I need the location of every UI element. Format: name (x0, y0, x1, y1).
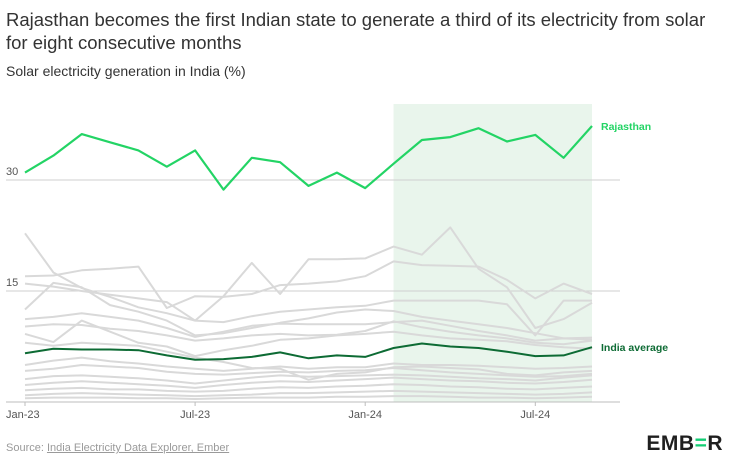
series-line-other-13 (24, 376, 593, 389)
y-tick-label: 30 (6, 166, 18, 178)
series-line-other-11 (24, 364, 593, 378)
series-line-other-7 (24, 320, 593, 346)
x-tick-label: Jul-24 (520, 409, 550, 421)
source-prefix: Source: (6, 442, 47, 454)
logo-text-right: R (707, 432, 723, 455)
series-line-other-14 (24, 383, 593, 393)
series-line-india-average (24, 342, 593, 361)
source-note: Source: India Electricity Data Explorer,… (6, 442, 229, 454)
x-tick-label: Jul-23 (180, 409, 210, 421)
source-link[interactable]: India Electricity Data Explorer, Ember (46, 442, 230, 454)
logo-text-left: EMB (646, 432, 695, 455)
series-line-other-15 (24, 389, 593, 398)
chart-title: Rajasthan becomes the first Indian state… (6, 9, 706, 53)
series-line-other-4 (24, 226, 593, 329)
series-label-india-average: India average (601, 342, 668, 354)
series-labels: Rajasthan India average (601, 121, 668, 354)
logo-text-bar: = (694, 432, 708, 455)
series-line-other-6 (24, 312, 593, 342)
x-tick-label: Jan-23 (6, 409, 40, 421)
series-line-other-16 (24, 395, 593, 400)
x-axis: Jan-23 Jul-23 Jan-24 Jul-24 (6, 401, 620, 421)
chart-subtitle: Solar electricity generation in India (%… (6, 63, 246, 79)
series-line-other-3 (24, 260, 593, 309)
series-line-other-9 (24, 341, 593, 381)
main-series-lines (24, 125, 593, 361)
other-states-lines (24, 226, 593, 400)
series-line-other-8 (24, 319, 593, 358)
series-line-other-12 (24, 373, 593, 385)
y-tick-label: 15 (6, 277, 18, 289)
series-line-other-5 (24, 281, 593, 340)
series-line-other-10 (24, 356, 593, 372)
series-label-rajasthan: Rajasthan (601, 121, 651, 133)
x-tick-label: Jan-24 (348, 409, 382, 421)
series-line-other-2 (24, 232, 592, 337)
ember-logo: EMB=R (646, 432, 723, 456)
series-line-rajasthan (24, 125, 593, 191)
